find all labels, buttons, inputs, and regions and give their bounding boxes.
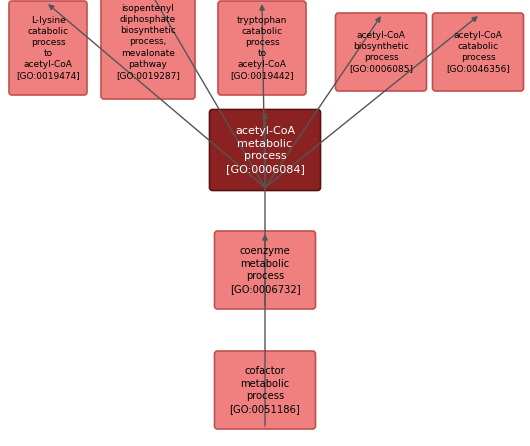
FancyBboxPatch shape	[432, 13, 524, 91]
Text: L-lysine
catabolic
process
to
acetyl-CoA
[GO:0019474]: L-lysine catabolic process to acetyl-CoA…	[16, 16, 80, 80]
FancyBboxPatch shape	[215, 231, 315, 309]
FancyBboxPatch shape	[218, 1, 306, 95]
FancyBboxPatch shape	[9, 1, 87, 95]
Text: isopentenyl
diphosphate
biosynthetic
process,
mevalonate
pathway
[GO:0019287]: isopentenyl diphosphate biosynthetic pro…	[116, 4, 180, 80]
FancyBboxPatch shape	[101, 0, 195, 99]
Text: acetyl-CoA
biosynthetic
process
[GO:0006085]: acetyl-CoA biosynthetic process [GO:0006…	[349, 31, 413, 73]
FancyBboxPatch shape	[335, 13, 427, 91]
Text: cofactor
metabolic
process
[GO:0051186]: cofactor metabolic process [GO:0051186]	[229, 367, 301, 413]
FancyBboxPatch shape	[209, 110, 321, 190]
Text: acetyl-CoA
metabolic
process
[GO:0006084]: acetyl-CoA metabolic process [GO:0006084…	[226, 126, 304, 173]
Text: tryptophan
catabolic
process
to
acetyl-CoA
[GO:0019442]: tryptophan catabolic process to acetyl-C…	[230, 16, 294, 80]
Text: coenzyme
metabolic
process
[GO:0006732]: coenzyme metabolic process [GO:0006732]	[229, 246, 301, 293]
FancyBboxPatch shape	[215, 351, 315, 429]
Text: acetyl-CoA
catabolic
process
[GO:0046356]: acetyl-CoA catabolic process [GO:0046356…	[446, 31, 510, 73]
